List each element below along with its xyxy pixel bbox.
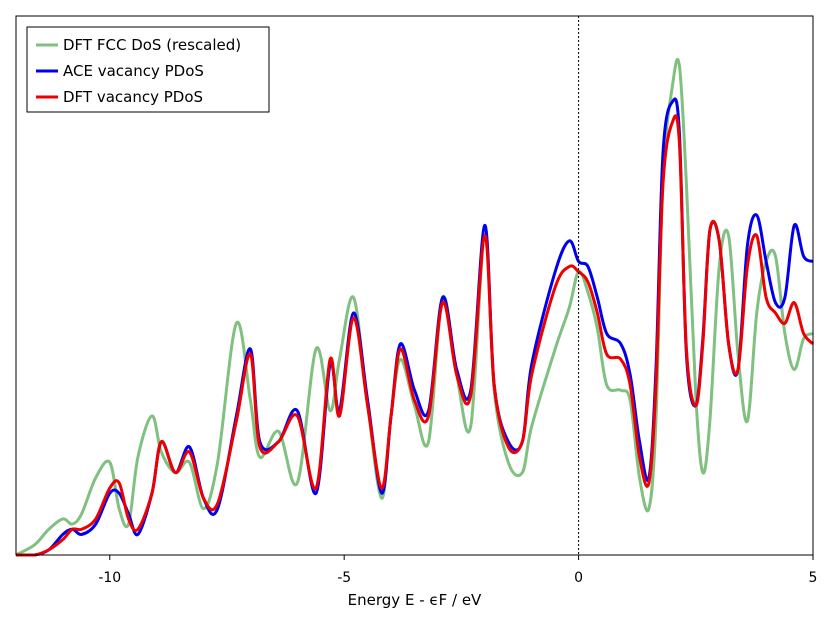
legend: DFT FCC DoS (rescaled) ACE vacancy PDoS DF… bbox=[26, 26, 270, 113]
legend-entry-dft-vacancy: DFT vacancy PDoS bbox=[63, 88, 203, 106]
x-tick-label: -5 bbox=[337, 570, 351, 586]
series-layer bbox=[15, 57, 815, 557]
x-tick-label: 5 bbox=[809, 570, 818, 586]
legend-box bbox=[26, 26, 270, 113]
plot-frame bbox=[15, 15, 814, 556]
legend-entry-dft-fcc: DFT FCC DoS (rescaled) bbox=[63, 36, 241, 54]
x-tick-label: -10 bbox=[98, 570, 121, 586]
legend-entry-ace-vacancy: ACE vacancy PDoS bbox=[63, 62, 204, 80]
x-axis-label: Energy E - ϵF / eV bbox=[348, 591, 482, 609]
x-tick-label: 0 bbox=[574, 570, 583, 586]
x-axis-ticks: -10 -5 0 5 bbox=[98, 555, 817, 586]
dft-vacancy-pdos-line bbox=[16, 114, 815, 557]
